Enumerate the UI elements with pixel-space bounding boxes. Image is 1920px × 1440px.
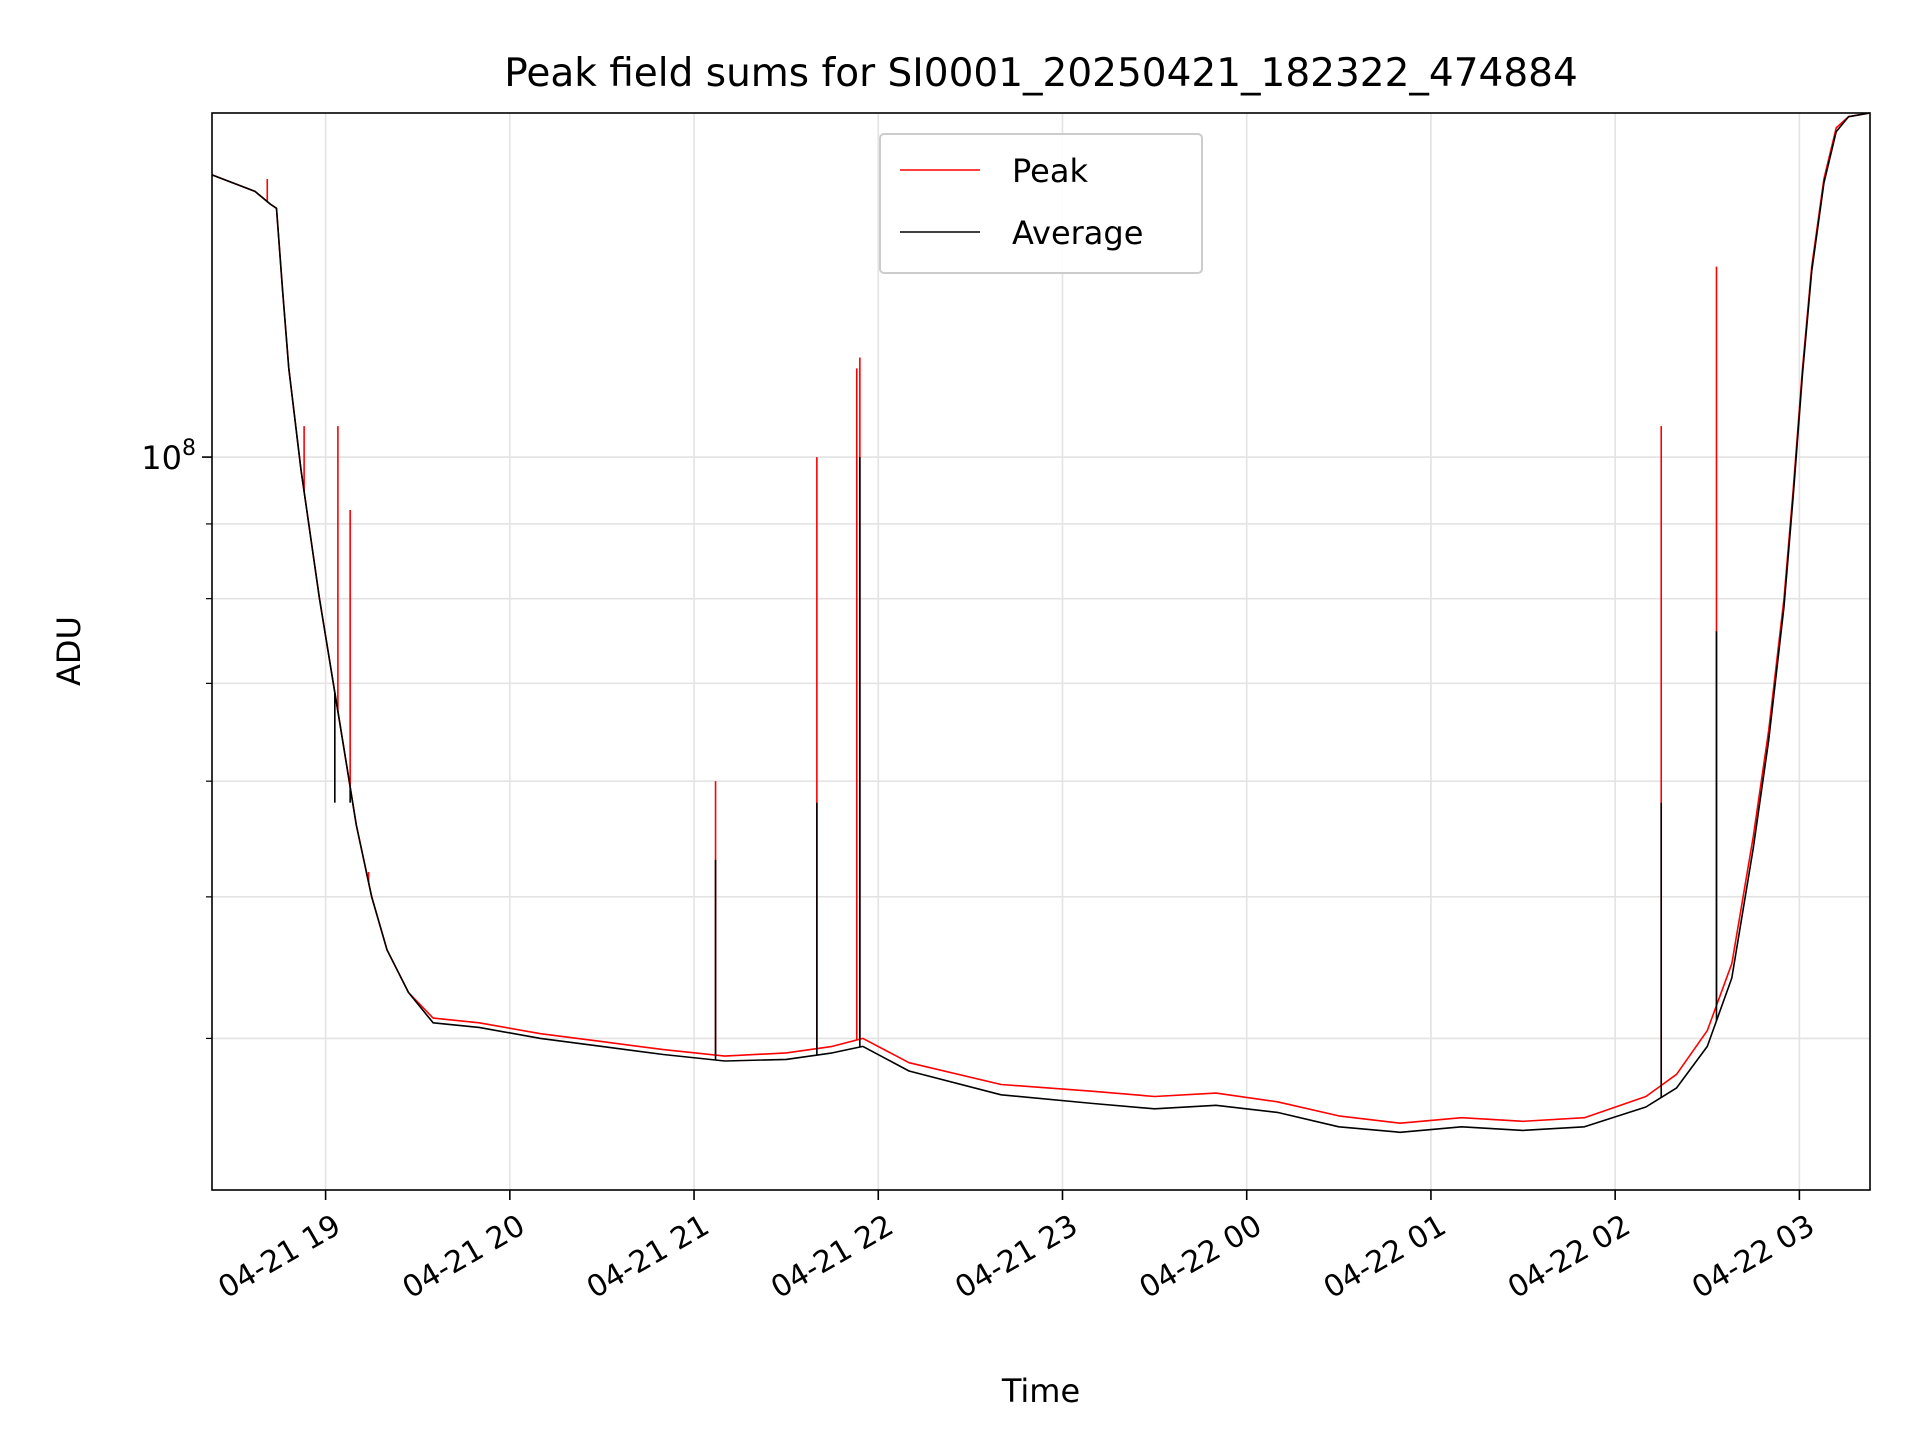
y-axis-label: ADU <box>50 616 88 686</box>
y-tick-label: 108 <box>141 436 196 477</box>
plot-frame <box>211 112 1871 1191</box>
legend: Peak Average <box>879 133 1203 274</box>
chart-title: Peak field sums for SI0001_20250421_1823… <box>504 51 1578 96</box>
plot-series <box>211 112 1871 1134</box>
x-axis-label: Time <box>1001 1372 1080 1410</box>
average-series-line <box>211 112 1871 1134</box>
grid <box>212 113 1870 1190</box>
legend-average-label: Average <box>1012 214 1143 252</box>
legend-box <box>879 133 1203 274</box>
y-tick-label-base: 10 <box>141 439 182 477</box>
y-tick-label-exponent: 8 <box>182 436 196 461</box>
legend-peak-label: Peak <box>1012 152 1088 190</box>
